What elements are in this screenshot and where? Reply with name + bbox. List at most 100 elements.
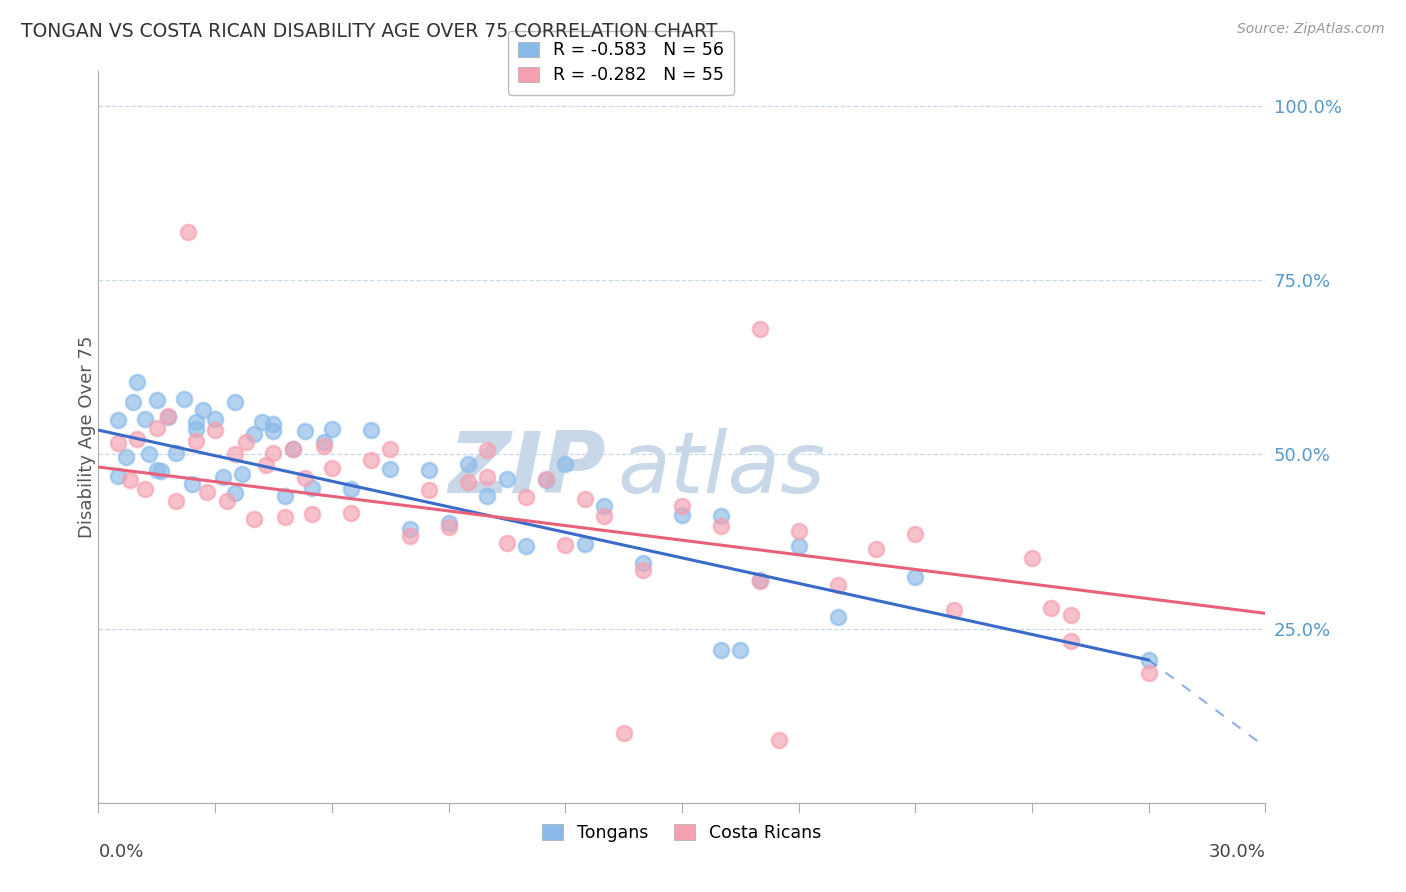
- Point: [215, 494, 238, 508]
- Point: [165, 494, 187, 508]
- Point: [118, 473, 141, 487]
- Point: [613, 726, 636, 740]
- Point: [195, 484, 218, 499]
- Point: [1040, 600, 1063, 615]
- Text: 0.0%: 0.0%: [98, 843, 143, 861]
- Point: [340, 506, 363, 520]
- Point: [534, 474, 557, 488]
- Point: [574, 537, 596, 551]
- Point: [254, 458, 277, 473]
- Point: [827, 578, 849, 592]
- Point: [380, 442, 402, 456]
- Point: [515, 490, 537, 504]
- Point: [274, 490, 297, 504]
- Point: [243, 427, 266, 442]
- Point: [360, 424, 382, 438]
- Point: [281, 442, 304, 457]
- Point: [122, 395, 145, 409]
- Point: [904, 527, 927, 541]
- Point: [321, 461, 343, 475]
- Point: [418, 463, 440, 477]
- Point: [515, 539, 537, 553]
- Point: [748, 573, 770, 587]
- Point: [768, 733, 790, 747]
- Point: [710, 509, 733, 524]
- Point: [138, 447, 160, 461]
- Point: [360, 453, 382, 467]
- Point: [127, 376, 149, 390]
- Point: [671, 500, 693, 514]
- Point: [1021, 551, 1043, 566]
- Point: [312, 439, 335, 453]
- Point: [321, 422, 343, 436]
- Point: [134, 412, 156, 426]
- Point: [173, 392, 195, 406]
- Point: [157, 409, 180, 424]
- Point: [671, 508, 693, 523]
- Point: [294, 471, 316, 485]
- Point: [593, 508, 616, 523]
- Text: TONGAN VS COSTA RICAN DISABILITY AGE OVER 75 CORRELATION CHART: TONGAN VS COSTA RICAN DISABILITY AGE OVE…: [21, 22, 717, 41]
- Point: [710, 519, 733, 533]
- Point: [398, 528, 420, 542]
- Point: [340, 482, 363, 496]
- Point: [787, 524, 810, 538]
- Point: [177, 225, 200, 239]
- Point: [748, 322, 770, 336]
- Point: [710, 642, 733, 657]
- Point: [204, 412, 226, 426]
- Point: [224, 395, 246, 409]
- Point: [127, 433, 149, 447]
- Point: [312, 434, 335, 449]
- Point: [1060, 607, 1083, 622]
- Point: [1060, 633, 1083, 648]
- Point: [477, 470, 499, 484]
- Point: [204, 423, 226, 437]
- Point: [224, 447, 246, 461]
- Text: ZIP: ZIP: [449, 428, 606, 511]
- Y-axis label: Disability Age Over 75: Disability Age Over 75: [79, 335, 96, 539]
- Point: [943, 602, 966, 616]
- Point: [554, 457, 576, 471]
- Legend: Tongans, Costa Ricans: Tongans, Costa Ricans: [536, 817, 828, 849]
- Point: [224, 486, 246, 500]
- Point: [165, 446, 187, 460]
- Point: [146, 421, 169, 435]
- Point: [146, 393, 169, 408]
- Point: [274, 510, 297, 524]
- Point: [184, 434, 207, 448]
- Point: [134, 483, 156, 497]
- Point: [262, 417, 284, 432]
- Point: [418, 483, 440, 497]
- Point: [231, 467, 253, 481]
- Point: [457, 458, 479, 472]
- Point: [827, 610, 849, 624]
- Point: [184, 415, 207, 429]
- Text: Source: ZipAtlas.com: Source: ZipAtlas.com: [1237, 22, 1385, 37]
- Point: [631, 556, 654, 570]
- Point: [107, 436, 129, 450]
- Point: [380, 462, 402, 476]
- Point: [146, 463, 169, 477]
- Point: [193, 403, 215, 417]
- Point: [301, 481, 323, 495]
- Point: [250, 415, 273, 429]
- Point: [212, 469, 235, 483]
- Point: [398, 522, 420, 536]
- Point: [477, 489, 499, 503]
- Point: [730, 642, 752, 657]
- Point: [437, 520, 460, 534]
- Point: [787, 540, 810, 554]
- Point: [865, 542, 887, 557]
- Point: [1137, 666, 1160, 681]
- Point: [243, 512, 266, 526]
- Point: [593, 500, 616, 514]
- Point: [180, 477, 202, 491]
- Point: [184, 422, 207, 436]
- Point: [157, 409, 180, 424]
- Point: [114, 450, 136, 464]
- Text: atlas: atlas: [617, 428, 825, 511]
- Point: [496, 536, 519, 550]
- Point: [262, 445, 284, 459]
- Point: [301, 507, 323, 521]
